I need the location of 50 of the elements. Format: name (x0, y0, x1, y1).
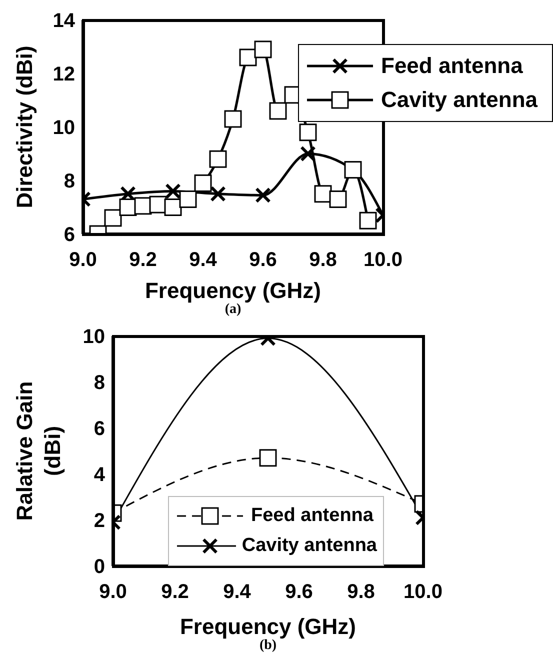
y-axis-title: Ralative Gain (dBi) (12, 381, 65, 521)
point (255, 187, 271, 204)
point (269, 102, 287, 120)
y-tick-label: 6 (94, 418, 105, 440)
x-tick-label: 9.6 (285, 581, 313, 604)
x-tick-label: 10.0 (364, 249, 402, 272)
y-tick-label: 8 (94, 372, 105, 394)
x-tick-label: 10.0 (404, 581, 442, 604)
text: (a) (224, 302, 242, 318)
x-tick-label: 9.4 (189, 249, 218, 272)
point (194, 174, 212, 192)
x-tick-label: 9.8 (347, 581, 375, 604)
x-tick-label: 9.0 (99, 581, 127, 604)
point (314, 185, 332, 203)
point (329, 190, 347, 208)
y-tick-label: 10 (82, 326, 105, 348)
y-tick-label: 10 (52, 117, 75, 140)
y-axis-title: Directivity (dBi) (12, 46, 37, 208)
x-tick-label: 9.6 (249, 249, 277, 272)
y-tick-label: 2 (94, 510, 105, 532)
x-axis-title: Frequency (GHz) (144, 278, 322, 303)
text: (b) (259, 638, 277, 654)
point (209, 150, 227, 168)
point (210, 186, 226, 202)
point (359, 212, 377, 230)
y-tick-label: 8 (64, 170, 75, 193)
point (300, 146, 316, 162)
point (224, 110, 242, 128)
x-tick-label: 9.2 (161, 581, 189, 604)
x-tick-label: 9.8 (309, 249, 337, 272)
legend-label: Feed antenna (381, 52, 523, 80)
x-tick-label: 9.4 (223, 581, 252, 604)
x-tick-label: 9.2 (129, 249, 157, 272)
y-tick-label: 12 (52, 64, 75, 86)
x-axis-title: Frequency (GHz) (180, 614, 356, 639)
y-tick-label: 0 (94, 556, 105, 578)
y-tick-label: 6 (64, 224, 75, 246)
legend-label: Cavity antenna (381, 86, 538, 114)
point (164, 198, 182, 216)
point (299, 124, 317, 142)
legend-label: Cavity antenna (242, 534, 377, 558)
point (254, 40, 272, 58)
point (239, 48, 257, 66)
y-tick-label: 14 (52, 10, 76, 32)
x-tick-label: 9.0 (69, 249, 97, 272)
legend-label: Feed antenna (251, 504, 374, 528)
point (165, 183, 181, 200)
point (104, 209, 122, 227)
point (179, 190, 197, 208)
y-tick-label: 4 (94, 464, 106, 486)
